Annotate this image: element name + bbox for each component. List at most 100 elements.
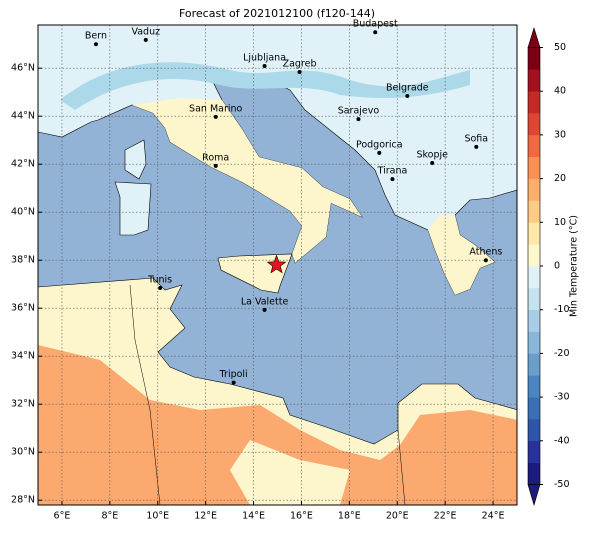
x-tick-label: 6°E [54, 511, 71, 522]
greece-mild [428, 215, 495, 295]
colorbar-band [528, 287, 540, 310]
colorbar: -50 -40 -30 -20 -10 0 10 20 30 40 50 [527, 26, 570, 507]
city-dot [474, 144, 479, 149]
border [129, 284, 161, 505]
alps-cold-band [60, 62, 470, 110]
city-dot [430, 161, 435, 165]
colorbar-band [528, 222, 540, 245]
italy-mild [132, 98, 362, 263]
y-tick-label: 34°N [11, 351, 35, 362]
city-dot [356, 117, 361, 122]
x-tick-label: 12°E [194, 511, 217, 522]
city-label: Budapest [353, 19, 398, 30]
city-label: Vaduz [131, 26, 160, 37]
colorbar-band [528, 156, 540, 179]
colorbar-band [528, 47, 540, 70]
colorbar-band [528, 178, 540, 201]
x-tick-label: 8°E [101, 511, 118, 522]
x-tick-label: 20°E [386, 511, 409, 522]
colorbar-band [528, 309, 540, 332]
city-label: Ljubljana [243, 53, 286, 64]
y-tick-label: 28°N [11, 495, 35, 506]
colorbar-tick-label: -30 [554, 392, 570, 403]
city-dot [93, 42, 98, 47]
x-tick-label: 16°E [290, 511, 313, 522]
colorbar-band [528, 462, 540, 485]
colorbar-tick-label: 10 [554, 217, 566, 228]
colorbar-tick-label: 30 [554, 129, 566, 140]
city-label: Athens [469, 247, 502, 258]
y-tick-label: 36°N [11, 303, 35, 314]
colorbar-tick-label: -40 [554, 435, 570, 446]
city-dot [143, 37, 148, 42]
colorbar-band [528, 397, 540, 420]
city-label: Roma [202, 152, 229, 163]
africa-warm [38, 345, 517, 505]
colorbar-band [528, 266, 540, 289]
colorbar-band [528, 353, 540, 376]
city-dot [377, 150, 382, 155]
map-frame [37, 24, 518, 506]
x-tick-label: 18°E [338, 511, 361, 522]
colorbar-tick-label: -20 [554, 348, 570, 359]
y-tick-label: 30°N [11, 447, 35, 458]
city-dot [483, 258, 488, 263]
colorbar-band [528, 200, 540, 223]
y-tick-label: 40°N [11, 207, 35, 218]
colorbar-band [528, 91, 540, 114]
colorbar-band [528, 418, 540, 442]
city-dot [213, 163, 218, 168]
city-label: Sofia [464, 133, 488, 144]
graticule: 6°E 8°E 10°E 12°E 14°E 16°E 18°E 20°E 22°E 24°E 28… [11, 25, 517, 522]
colorbar-tick-label: -50 [554, 479, 570, 490]
colorbar-band [528, 331, 540, 354]
colorbar-tick-label: -10 [554, 304, 570, 315]
y-tick-label: 42°N [11, 159, 35, 170]
y-tick-label: 44°N [11, 111, 35, 122]
city-dot [373, 30, 378, 35]
y-tick-label: 46°N [11, 63, 35, 74]
colorbar-tick-label: 40 [554, 86, 566, 97]
city-dot [213, 114, 218, 119]
colorbar-extend-bottom [527, 484, 541, 507]
colorbar-tick-label: 0 [554, 261, 560, 272]
x-tick-label: 22°E [434, 511, 457, 522]
city-label: Podgorica [356, 139, 403, 150]
city-label: Tunis [147, 275, 172, 286]
colorbar-band [528, 113, 540, 136]
colorbar-band [528, 244, 540, 267]
colorbar-extend-top [527, 26, 541, 48]
city-dot [231, 380, 236, 385]
map-title: Forecast of 2021012100 (f120-144) [179, 7, 375, 20]
city-dot [262, 307, 267, 312]
city-label: Tirana [377, 166, 408, 177]
x-tick-label: 14°E [242, 511, 265, 522]
city-dot [297, 70, 302, 75]
city-label: Zagreb [283, 59, 317, 70]
colorbar-band [528, 375, 540, 398]
city-label: La Valette [241, 296, 289, 307]
city-label: Belgrade [386, 83, 429, 94]
x-tick-label: 10°E [146, 511, 169, 522]
forecast-point-star [266, 254, 287, 274]
sardinia [114, 181, 152, 236]
city-dot [390, 177, 395, 182]
y-tick-label: 32°N [11, 399, 35, 410]
colorbar-band [528, 440, 540, 463]
corsica [124, 139, 147, 180]
colorbar-band [528, 134, 540, 158]
city-dot [158, 286, 163, 291]
city-dot [405, 94, 410, 99]
x-tick-label: 24°E [482, 511, 505, 522]
city-dot [262, 64, 267, 69]
city-label: Bern [85, 31, 107, 42]
colorbar-tick-label: 20 [554, 173, 566, 184]
colorbar-label: Min Temperature (°C) [569, 215, 580, 317]
y-tick-label: 38°N [11, 255, 35, 266]
colorbar-band [528, 69, 540, 92]
border [397, 429, 406, 505]
colorbar-tick-label: 50 [554, 42, 566, 53]
city-label: Sarajevo [338, 106, 380, 117]
city-label: Tripoli [219, 369, 248, 380]
